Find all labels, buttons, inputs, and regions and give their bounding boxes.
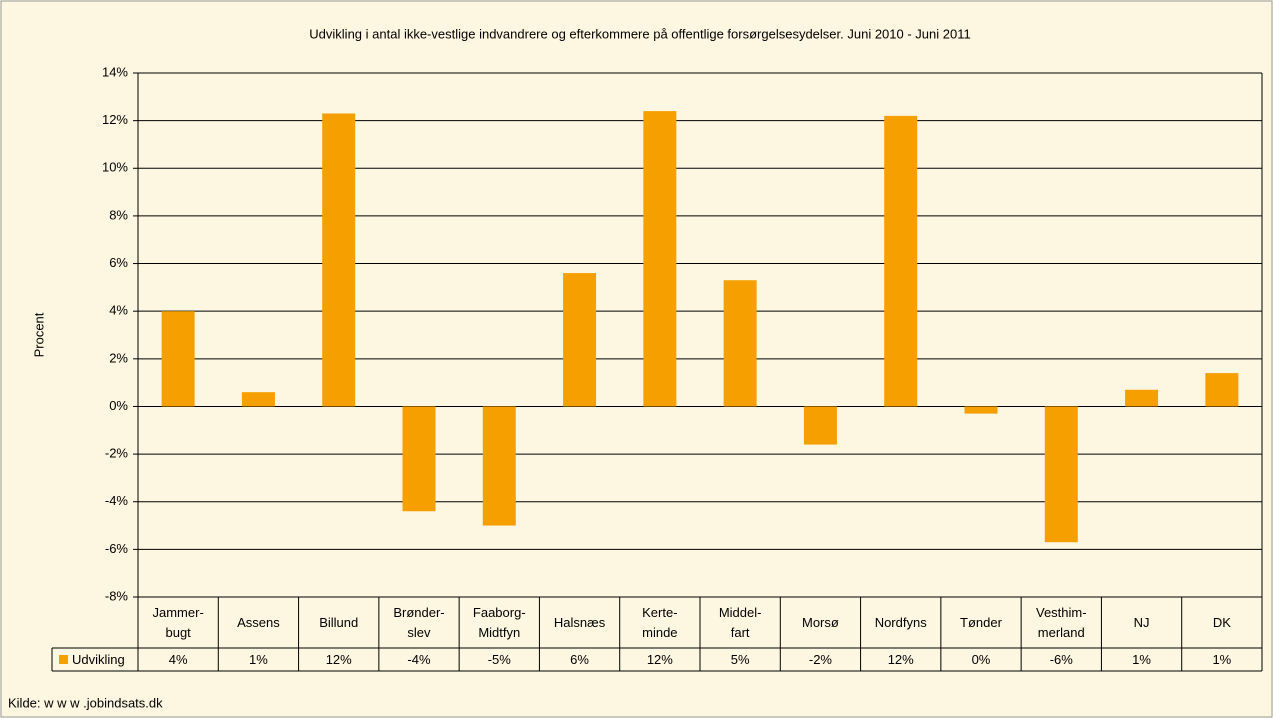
y-tick-label: 2% (109, 350, 128, 365)
x-tick-label: Jammer- bugt (152, 604, 204, 640)
y-tick-label: 14% (102, 64, 128, 79)
x-tick-label: Morsø (802, 614, 839, 630)
bar (402, 406, 436, 512)
bar (643, 111, 677, 407)
x-tick-label: NJ (1133, 614, 1150, 630)
bar (161, 311, 195, 407)
source: Kilde: w w w .jobindsats.dk (8, 695, 163, 710)
data-table-value: 0% (971, 651, 991, 667)
data-table-value: 1% (1212, 651, 1232, 667)
y-tick-label: 4% (109, 303, 128, 318)
data-table-value: -5% (487, 651, 511, 667)
data-table-value: 5% (730, 651, 750, 667)
legend-label: Udvikling (72, 651, 125, 667)
chart-title: Udvikling i antal ikke-vestlige indvandr… (309, 26, 970, 41)
y-tick-label: 6% (109, 255, 128, 270)
y-tick-label: 12% (102, 112, 128, 127)
bar (884, 115, 918, 407)
bar (803, 406, 837, 445)
y-tick-label: 0% (109, 398, 128, 413)
y-tick-label: -4% (105, 493, 129, 508)
y-tick-label: -2% (105, 446, 129, 461)
x-tick-label: Vesthim- merland (1035, 604, 1087, 640)
x-tick-label: DK (1212, 614, 1231, 630)
bar (563, 273, 597, 407)
bar (964, 406, 998, 414)
data-table-value: 1% (1132, 651, 1151, 667)
y-axis-label: Procent (31, 312, 46, 357)
x-tick-label: Faaborg- Midtfyn (472, 604, 526, 640)
x-tick-label: Tønder (960, 614, 1002, 630)
x-tick-label: Brønder- slev (393, 604, 445, 640)
x-tick-label: Nordfyns (874, 614, 927, 630)
data-table-value: 12% (646, 651, 673, 667)
x-tick-label: Billund (319, 614, 359, 630)
data-table-value: -6% (1049, 651, 1073, 667)
data-table-value: 6% (570, 651, 589, 667)
x-tick-label: Halsnæs (553, 614, 606, 630)
y-tick-label: -8% (105, 588, 129, 603)
y-tick-label: 8% (109, 207, 128, 222)
x-tick-label: Assens (237, 614, 280, 630)
bar (723, 280, 757, 407)
data-table-value: 4% (168, 651, 188, 667)
data-table-value: 12% (887, 651, 914, 667)
legend-swatch (59, 655, 68, 664)
bar (482, 406, 516, 526)
data-table-value: -4% (407, 651, 431, 667)
bar (1125, 389, 1159, 407)
bar (241, 392, 275, 407)
x-tick-label: Kerte- minde (642, 604, 678, 640)
data-table-value: 12% (325, 651, 352, 667)
bar (322, 113, 356, 407)
data-table-value: -2% (808, 651, 832, 667)
data-table-value: 1% (249, 651, 268, 667)
y-tick-label: 10% (102, 160, 128, 175)
bar (1205, 373, 1239, 407)
y-tick-label: -6% (105, 541, 129, 556)
bar (1044, 406, 1078, 543)
x-tick-label: Middel- fart (718, 604, 762, 640)
